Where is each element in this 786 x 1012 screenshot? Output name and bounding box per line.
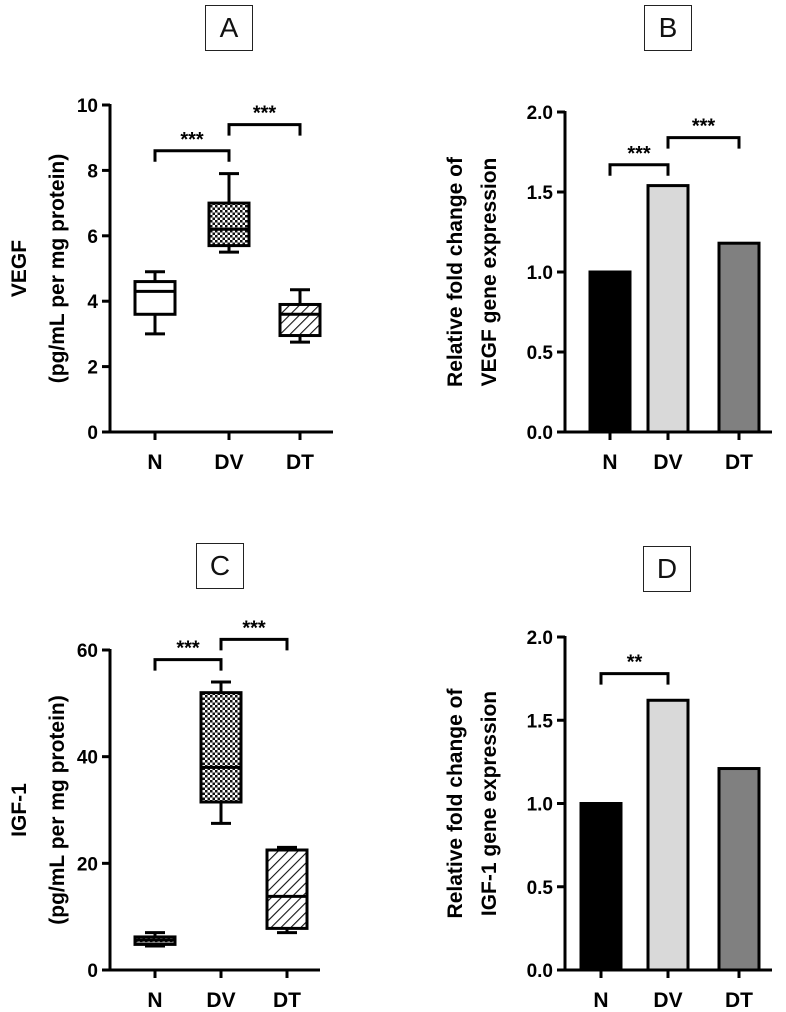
chart-panel-b: 0.0 0.5 1.0 1.5 2.0 N DV DT Relative fold change… — [444, 103, 772, 474]
y-tick-label: 40 — [77, 748, 98, 769]
y-tick-label: 0.5 — [527, 878, 554, 899]
y-axis-title-line2: IGF-1 gene expression — [478, 691, 501, 916]
x-tick-label: DV — [653, 989, 682, 1012]
y-tick-label: 10 — [77, 96, 98, 117]
x-tick-label: DV — [653, 451, 682, 474]
bar-dv — [646, 698, 690, 972]
y-tick-label: 1.0 — [527, 795, 553, 816]
significance-bracket — [227, 123, 302, 136]
x-tick-label: DV — [214, 451, 243, 474]
x-tick-label: N — [147, 451, 162, 474]
x-tick-label: DT — [273, 989, 301, 1012]
significance-bracket — [608, 163, 670, 176]
significance-bracket — [153, 658, 223, 671]
chart-panel-d: 0.0 0.5 1.0 1.5 2.0 N DV DT Relative fold change… — [444, 628, 772, 1012]
y-tick-label: 0.0 — [527, 961, 553, 982]
chart-panel-c: 0 20 40 60 N DV DT IGF-1 (pg/mL per mg protein) *… — [8, 617, 320, 1012]
box-dt — [265, 848, 309, 930]
box-n — [133, 280, 177, 316]
y-axis-title-line1: VEGF — [8, 240, 31, 297]
panel-label-b: B — [644, 5, 692, 51]
chart-panel-a: 0 2 4 6 8 10 N DV DT VEGF (pg/mL per mg protein) **… — [8, 96, 333, 474]
panel-label-d: D — [643, 546, 691, 592]
significance-label: *** — [176, 638, 200, 660]
bar-n — [579, 802, 623, 972]
y-axis-title-line1: Relative fold change of — [444, 688, 467, 919]
bar-dv — [646, 184, 690, 434]
x-tick-label: N — [593, 989, 608, 1012]
panel-label-c: C — [196, 543, 244, 589]
x-tick-label: DT — [725, 989, 753, 1012]
y-axis-title-line2: (pg/mL per mg protein) — [46, 154, 69, 383]
y-tick-label: 8 — [87, 161, 98, 182]
y-tick-label: 0 — [87, 423, 98, 444]
box-dv — [199, 691, 243, 804]
x-tick-label: DT — [725, 451, 753, 474]
box-dt — [278, 302, 322, 338]
x-tick-label: DV — [206, 989, 235, 1012]
significance-bracket — [666, 136, 741, 149]
bar-dt — [717, 241, 761, 434]
y-axis-title-line2: VEGF gene expression — [478, 158, 501, 387]
significance-label: *** — [627, 143, 651, 165]
y-axis-title-line1: Relative fold change of — [444, 156, 467, 387]
y-axis-title-line1: IGF-1 — [8, 783, 31, 837]
y-tick-label: 0.5 — [527, 343, 554, 364]
y-axis-title-line2: (pg/mL per mg protein) — [46, 695, 69, 924]
significance-bracket — [219, 637, 289, 651]
box-dv — [207, 201, 251, 248]
y-tick-label: 0.0 — [527, 423, 553, 444]
y-tick-label: 1.5 — [527, 183, 554, 204]
x-tick-label: N — [147, 989, 162, 1012]
y-tick-label: 20 — [77, 854, 98, 875]
y-tick-label: 2.0 — [527, 103, 553, 124]
significance-label: *** — [180, 129, 204, 151]
significance-bracket — [599, 672, 670, 685]
y-tick-label: 6 — [87, 227, 98, 248]
panel-label-a: A — [205, 5, 253, 51]
significance-bracket — [153, 149, 231, 162]
significance-label: *** — [253, 103, 277, 125]
significance-label: ** — [627, 652, 643, 674]
x-tick-label: DT — [286, 451, 314, 474]
x-tick-label: N — [602, 451, 617, 474]
y-tick-label: 0 — [87, 961, 98, 982]
significance-label: *** — [242, 617, 266, 639]
bar-n — [588, 270, 632, 434]
y-tick-label: 4 — [87, 292, 98, 313]
bar-dt — [717, 767, 761, 972]
significance-label: *** — [692, 116, 716, 138]
y-tick-label: 60 — [77, 641, 98, 662]
y-tick-label: 2.0 — [527, 628, 553, 649]
y-tick-label: 1.0 — [527, 263, 553, 284]
y-tick-label: 2 — [87, 358, 98, 379]
y-tick-label: 1.5 — [527, 711, 554, 732]
